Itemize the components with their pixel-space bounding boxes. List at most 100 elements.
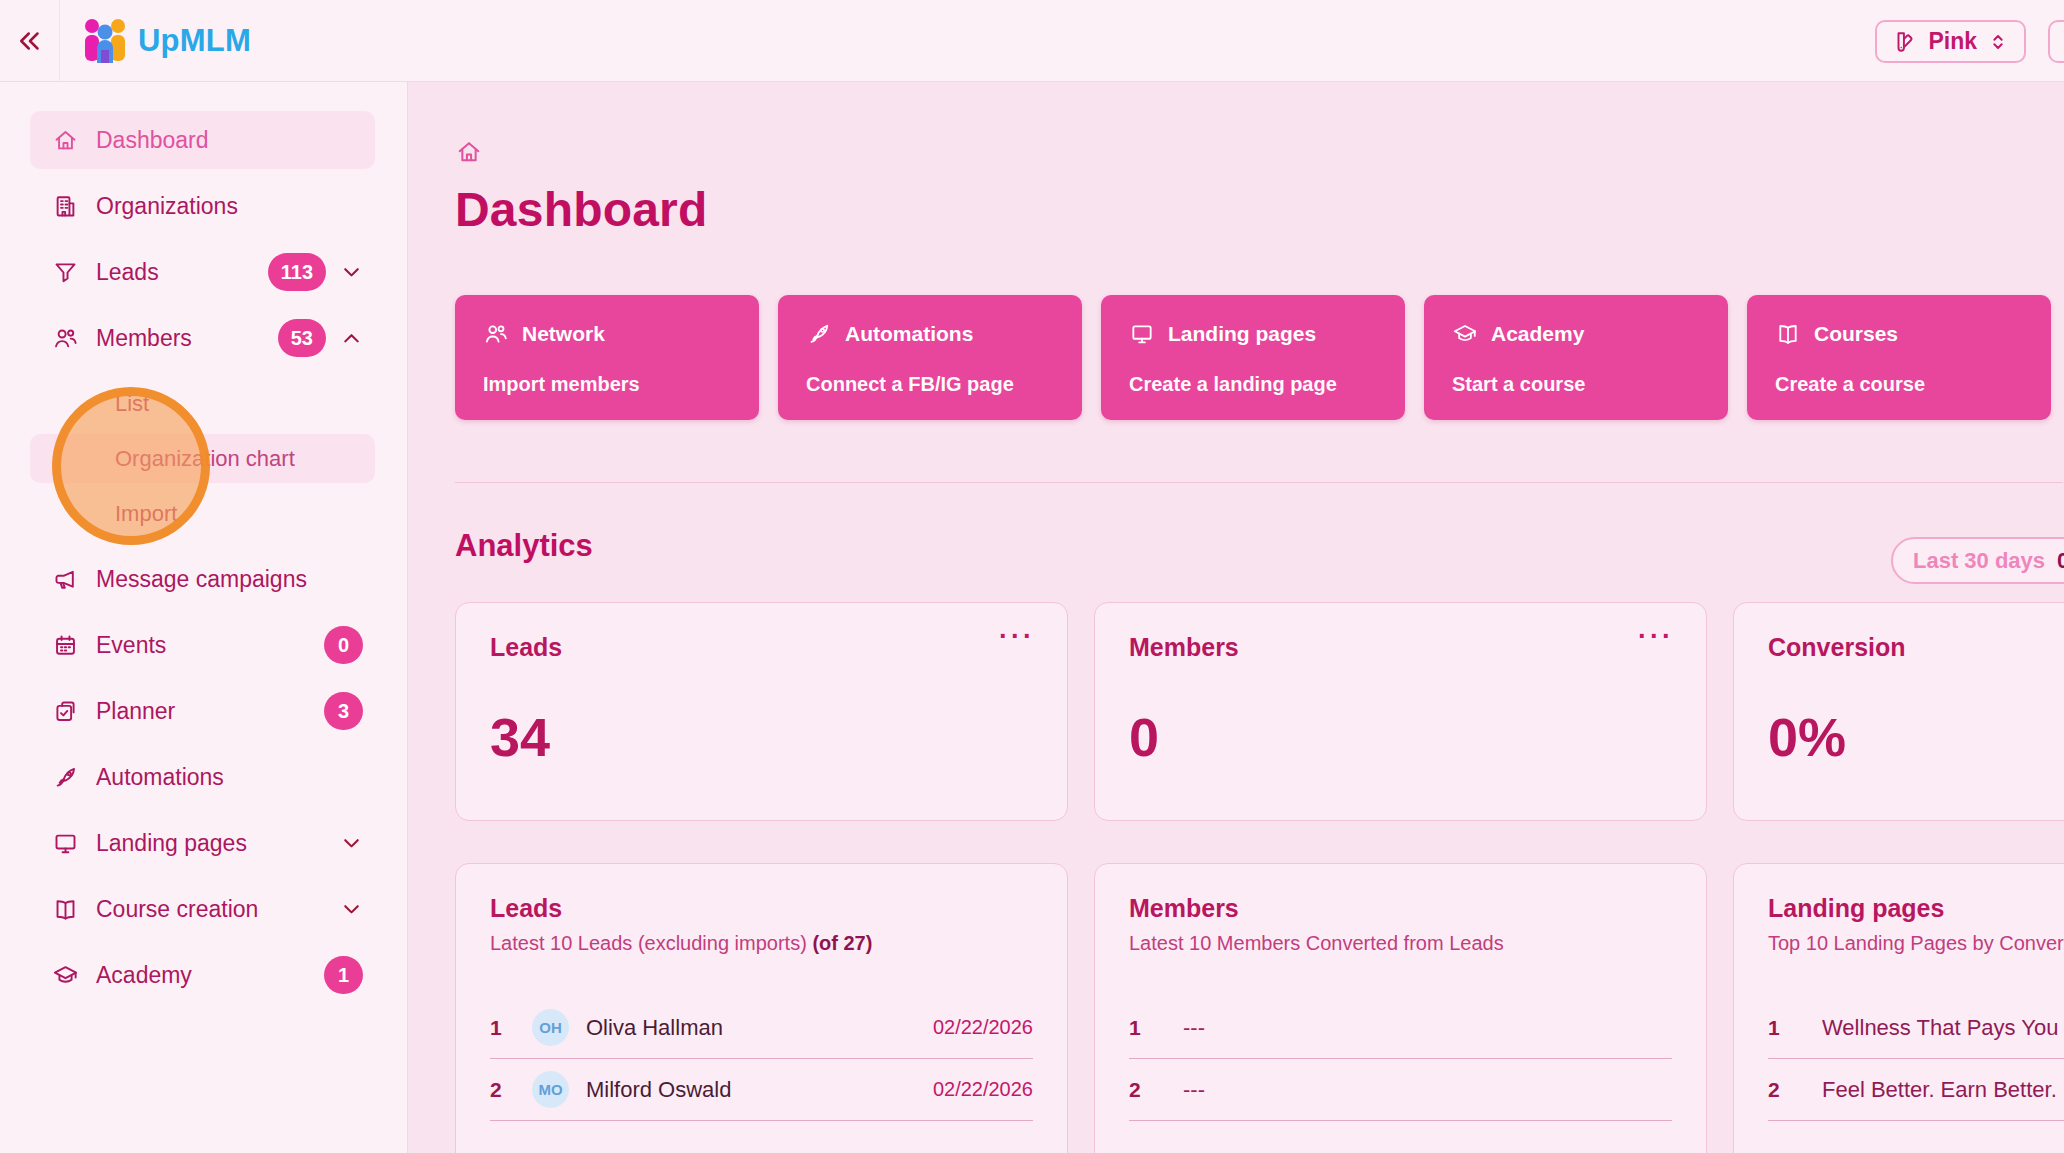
landing-page-name: Wellness That Pays You Back [1822,1015,2064,1041]
submenu-item-label: Organization chart [115,446,295,472]
double-chevron-left-icon [15,26,45,56]
stat-card-members: Members ··· 0 [1094,602,1707,821]
row-number: 1 [1768,1016,1796,1040]
quick-action-title: Courses [1814,322,1898,346]
ellipsis-menu-icon[interactable]: ··· [1638,621,1674,652]
sidebar-item-planner[interactable]: Planner 3 [30,682,375,740]
members-count-badge: 53 [278,319,326,357]
analytics-header: Analytics [455,528,2064,564]
quick-action-landing-pages[interactable]: Landing pages Create a landing page [1101,295,1405,420]
sidebar: Dashboard Organizations Leads 113 [0,82,408,1153]
chevron-up-icon[interactable] [340,327,363,350]
sidebar-item-course-creation[interactable]: Course creation [30,880,375,938]
submenu-item-organization-chart[interactable]: Organization chart [30,434,375,483]
date-range-selector[interactable]: Last 30 days 01/2 [1891,537,2064,584]
planner-count-badge: 3 [324,692,363,730]
monitor-icon [1129,321,1155,347]
rocket-icon [806,321,832,347]
sidebar-item-label: Planner [96,698,175,725]
chevron-down-icon[interactable] [340,261,363,284]
sidebar-item-organizations[interactable]: Organizations [30,177,375,235]
avatar: OH [532,1009,569,1046]
graduation-cap-icon [52,962,79,989]
submenu-item-import[interactable]: Import [30,489,375,538]
quick-action-title: Landing pages [1168,322,1316,346]
home-icon [52,127,79,154]
chevron-down-icon[interactable] [340,898,363,921]
chevron-down-icon[interactable] [340,832,363,855]
sidebar-item-message-campaigns[interactable]: Message campaigns [30,550,375,608]
header-partial-button[interactable] [2048,20,2064,63]
lead-row[interactable]: 2 MO Milford Oswald 02/22/2026 [490,1059,1033,1121]
lead-date: 02/22/2026 [933,1078,1033,1101]
calendar-icon [52,632,79,659]
events-count-badge: 0 [324,626,363,664]
sidebar-item-events[interactable]: Events 0 [30,616,375,674]
analytics-title: Analytics [455,528,593,564]
member-row[interactable]: 1 --- [1129,997,1672,1059]
sidebar-collapse-button[interactable] [0,0,60,82]
member-row[interactable]: 2 --- [1129,1059,1672,1121]
quick-action-subtitle: Start a course [1452,373,1700,396]
breadcrumb-home-icon[interactable] [455,138,483,166]
open-book-icon [1775,321,1801,347]
theme-selector-button[interactable]: Pink [1875,20,2026,63]
rocket-icon [52,764,79,791]
sidebar-item-label: Dashboard [96,127,209,154]
submenu-item-list[interactable]: List [30,379,375,428]
row-number: 2 [1129,1078,1157,1102]
main-content: Dashboard Network Import members Automat… [409,82,2064,1153]
brand-logo[interactable]: UpMLM [82,16,251,66]
quick-action-courses[interactable]: Courses Create a course [1747,295,2051,420]
sidebar-item-dashboard[interactable]: Dashboard [30,111,375,169]
sidebar-item-label: Leads [96,259,159,286]
list-subtitle: Latest 10 Leads (excluding imports) (of … [490,932,1033,955]
funnel-icon [52,259,79,286]
lead-row[interactable]: 1 OH Oliva Hallman 02/22/2026 [490,997,1033,1059]
sidebar-item-label: Landing pages [96,830,247,857]
quick-action-title: Network [522,322,605,346]
quick-action-academy[interactable]: Academy Start a course [1424,295,1728,420]
stat-value: 34 [490,706,1033,768]
row-number: 1 [490,1016,518,1040]
megaphone-icon [52,566,79,593]
quick-action-automations[interactable]: Automations Connect a FB/IG page [778,295,1082,420]
member-name: --- [1183,1015,1672,1041]
stats-row: Leads ··· 34 Members ··· 0 Conversion 0% [455,602,2064,821]
sidebar-item-academy[interactable]: Academy 1 [30,946,375,1004]
quick-action-network[interactable]: Network Import members [455,295,759,420]
sidebar-item-leads[interactable]: Leads 113 [30,243,375,301]
landing-page-row[interactable]: 1 Wellness That Pays You Back [1768,997,2064,1059]
building-icon [52,193,79,220]
sidebar-item-automations[interactable]: Automations [30,748,375,806]
list-title: Landing pages [1768,894,2064,923]
sidebar-item-members[interactable]: Members 53 [30,309,375,367]
app-screen: UpMLM Pink Dashboard [0,0,2064,1153]
graduation-cap-icon [1452,321,1478,347]
quick-action-subtitle: Connect a FB/IG page [806,373,1054,396]
updown-chevron-icon [1987,31,2009,53]
users-icon [52,325,79,352]
row-number: 1 [1129,1016,1157,1040]
list-subtitle-text: Latest 10 Leads (excluding imports) [490,932,812,954]
sidebar-item-landing-pages[interactable]: Landing pages [30,814,375,872]
upmlm-logo-icon [82,16,128,66]
quick-action-subtitle: Create a course [1775,373,2023,396]
stat-value: 0 [1129,706,1672,768]
quick-action-title: Automations [845,322,973,346]
academy-count-badge: 1 [324,956,363,994]
ellipsis-menu-icon[interactable]: ··· [999,621,1035,652]
list-subtitle-bold: (of 27) [812,932,872,954]
submenu-item-label: List [115,391,149,417]
row-number: 2 [490,1078,518,1102]
lead-date: 02/22/2026 [933,1016,1033,1039]
landing-page-row[interactable]: 2 Feel Better. Earn Better. [1768,1059,2064,1121]
sidebar-item-label: Organizations [96,193,238,220]
landing-page-name: Feel Better. Earn Better. [1822,1077,2064,1103]
stat-card-conversion: Conversion 0% [1733,602,2064,821]
list-subtitle: Latest 10 Members Converted from Leads [1129,932,1672,955]
list-title: Leads [490,894,1033,923]
row-number: 2 [1768,1078,1796,1102]
stat-label: Leads [490,633,1033,662]
quick-actions-row: Network Import members Automations Conne… [455,295,2064,420]
